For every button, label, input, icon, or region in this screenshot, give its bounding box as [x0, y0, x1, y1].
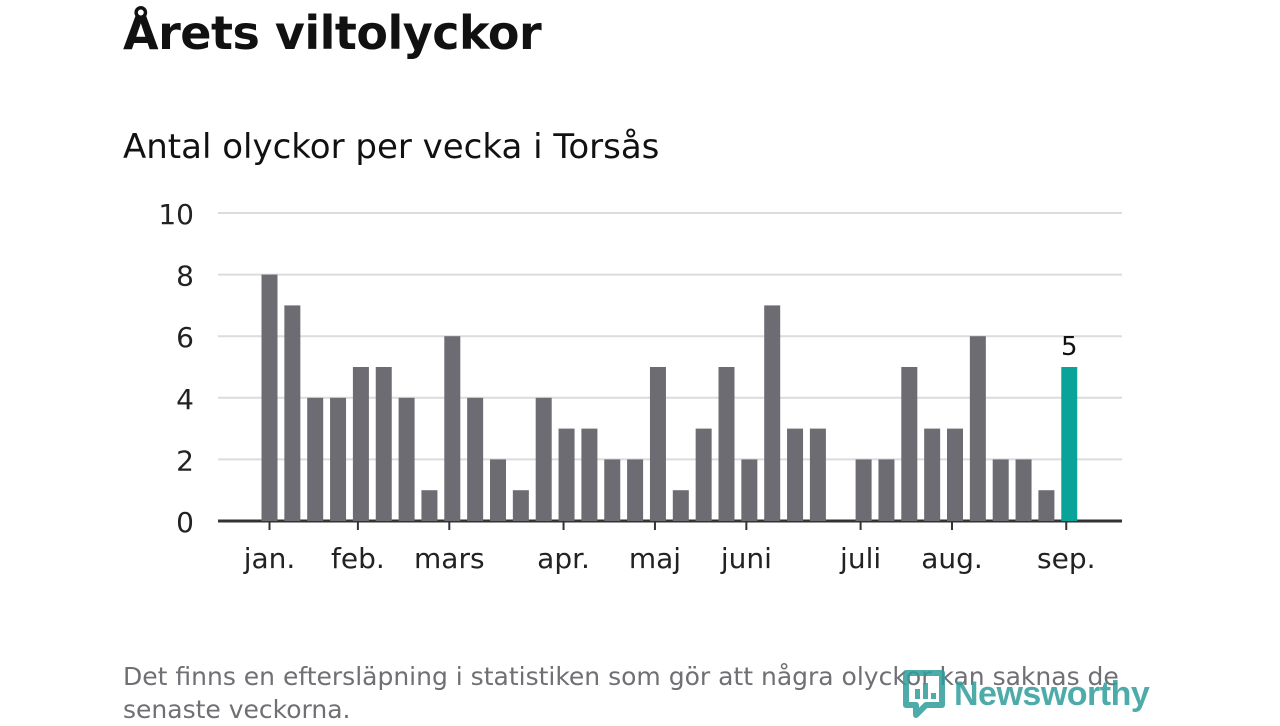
bar	[261, 274, 278, 521]
bar	[444, 336, 461, 521]
y-tick-label: 6	[176, 321, 194, 354]
brand-name: Newsworthy	[954, 674, 1150, 713]
x-tick-label: juli	[839, 542, 881, 575]
bar	[718, 367, 735, 521]
bar	[1015, 459, 1032, 521]
y-tick-label: 2	[176, 444, 194, 477]
bar	[467, 397, 484, 521]
bar	[764, 305, 781, 521]
y-tick-label: 10	[158, 198, 194, 231]
chart-title: Årets viltolyckor	[123, 6, 542, 60]
bar	[787, 428, 804, 521]
bar	[512, 490, 529, 521]
chart-subtitle: Antal olyckor per vecka i Torsås	[123, 127, 660, 167]
bar-chart: 0 2 4 6 8 10 5 jan. feb. mars apr. maj juni juli aug. s…	[158, 198, 1122, 575]
bar	[878, 459, 895, 521]
bar	[1038, 490, 1055, 521]
bar	[672, 490, 689, 521]
x-tick-label: aug.	[921, 542, 983, 575]
bar	[558, 428, 575, 521]
x-tick-label: juni	[720, 542, 772, 575]
bar	[741, 459, 758, 521]
bar	[924, 428, 941, 521]
bar	[421, 490, 438, 521]
bar	[969, 336, 986, 521]
bar	[992, 459, 1009, 521]
bar	[490, 459, 506, 521]
bar	[330, 397, 347, 521]
bar	[809, 428, 826, 521]
bar	[284, 305, 301, 521]
bar	[535, 397, 552, 521]
bar	[947, 428, 963, 521]
bar	[695, 428, 712, 521]
x-tick-label: maj	[629, 542, 681, 575]
y-tick-label: 4	[176, 383, 194, 416]
y-tick-label: 0	[176, 506, 194, 539]
bar	[307, 397, 324, 521]
x-tick-label: sep.	[1037, 542, 1096, 575]
footnote: Det finns en eftersläpning i statistiken…	[123, 662, 1119, 724]
data-label: 5	[1061, 332, 1078, 362]
bar	[581, 428, 598, 521]
newsworthy-logo-icon	[903, 670, 945, 718]
bar	[398, 397, 415, 521]
y-tick-label: 8	[176, 260, 194, 293]
x-tick-label: jan.	[243, 542, 296, 575]
bar-highlight	[1061, 367, 1078, 521]
bar	[649, 367, 666, 521]
x-tick-label: apr.	[537, 542, 590, 575]
brand-logo: Newsworthy	[902, 668, 1150, 720]
bar	[604, 459, 621, 521]
x-tick-label: mars	[414, 542, 485, 575]
bar	[855, 459, 872, 521]
bar	[627, 459, 644, 521]
bar	[901, 367, 918, 521]
bar	[375, 367, 392, 521]
x-tick-label: feb.	[331, 542, 385, 575]
bar	[352, 367, 369, 521]
